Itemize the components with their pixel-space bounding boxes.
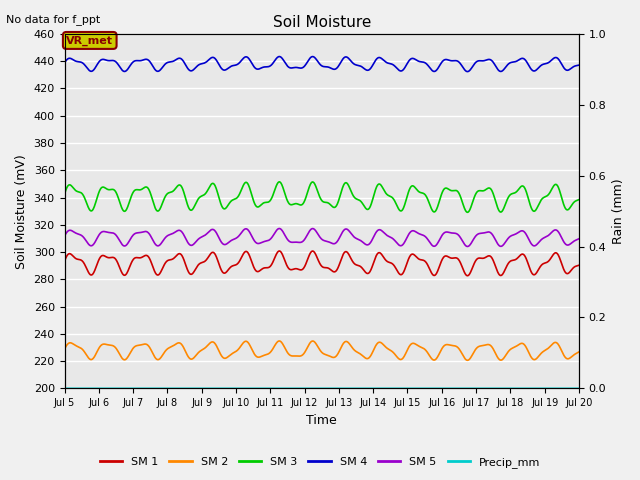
Line: SM 5: SM 5 (65, 228, 579, 246)
SM 4 (354, 62, 362, 68)
SM 5 (100, 228, 108, 234)
SM 1 (354, 263, 362, 268)
SM 1 (276, 248, 284, 254)
SM 2 (279, 342, 287, 348)
SM 1 (300, 266, 307, 272)
SM 1 (100, 253, 108, 259)
SM 4 (100, 57, 108, 62)
SM 5 (122, 243, 129, 249)
Legend: SM 1, SM 2, SM 3, SM 4, SM 5, Precip_mm: SM 1, SM 2, SM 3, SM 4, SM 5, Precip_mm (95, 452, 545, 472)
SM 1 (122, 272, 129, 278)
SM 2 (575, 349, 583, 355)
SM 2 (354, 349, 362, 355)
SM 5 (463, 243, 471, 249)
SM 5 (279, 229, 287, 235)
Precip_mm (122, 385, 129, 391)
SM 3 (279, 185, 287, 191)
SM 2 (463, 358, 471, 363)
SM 2 (100, 341, 108, 347)
SM 1 (463, 273, 471, 278)
SM 3 (61, 192, 68, 197)
SM 5 (276, 226, 284, 231)
X-axis label: Time: Time (307, 414, 337, 427)
SM 3 (463, 209, 471, 215)
Line: SM 4: SM 4 (65, 57, 579, 72)
SM 5 (354, 236, 362, 242)
SM 1 (279, 253, 287, 259)
SM 3 (276, 179, 284, 185)
Text: VR_met: VR_met (67, 36, 113, 46)
Precip_mm (575, 385, 583, 391)
SM 4 (575, 62, 583, 68)
SM 5 (61, 233, 68, 239)
Precip_mm (100, 385, 108, 391)
SM 2 (61, 346, 68, 352)
Y-axis label: Rain (mm): Rain (mm) (612, 179, 625, 244)
Line: SM 2: SM 2 (65, 341, 579, 360)
SM 1 (290, 266, 298, 272)
SM 4 (279, 57, 287, 62)
SM 1 (61, 258, 68, 264)
Precip_mm (279, 385, 287, 391)
Title: Soil Moisture: Soil Moisture (273, 15, 371, 30)
SM 4 (122, 69, 129, 74)
Precip_mm (299, 385, 307, 391)
Precip_mm (289, 385, 297, 391)
Text: No data for f_ppt: No data for f_ppt (6, 14, 100, 25)
SM 1 (575, 263, 583, 268)
SM 2 (290, 353, 298, 359)
SM 3 (100, 185, 108, 191)
Line: SM 1: SM 1 (65, 251, 579, 276)
SM 5 (300, 238, 307, 244)
SM 5 (290, 240, 298, 245)
SM 4 (300, 64, 307, 70)
SM 5 (575, 236, 583, 241)
SM 2 (276, 338, 284, 344)
SM 3 (575, 197, 583, 203)
Y-axis label: Soil Moisture (mV): Soil Moisture (mV) (15, 154, 28, 268)
Precip_mm (353, 385, 361, 391)
SM 3 (290, 201, 298, 207)
SM 2 (300, 352, 307, 358)
SM 4 (290, 65, 298, 71)
Precip_mm (61, 385, 68, 391)
SM 3 (300, 201, 307, 206)
SM 4 (463, 69, 471, 74)
Line: SM 3: SM 3 (65, 182, 579, 212)
SM 3 (122, 208, 129, 214)
SM 4 (276, 54, 284, 60)
SM 4 (61, 60, 68, 66)
SM 2 (122, 357, 129, 362)
SM 3 (354, 196, 362, 202)
